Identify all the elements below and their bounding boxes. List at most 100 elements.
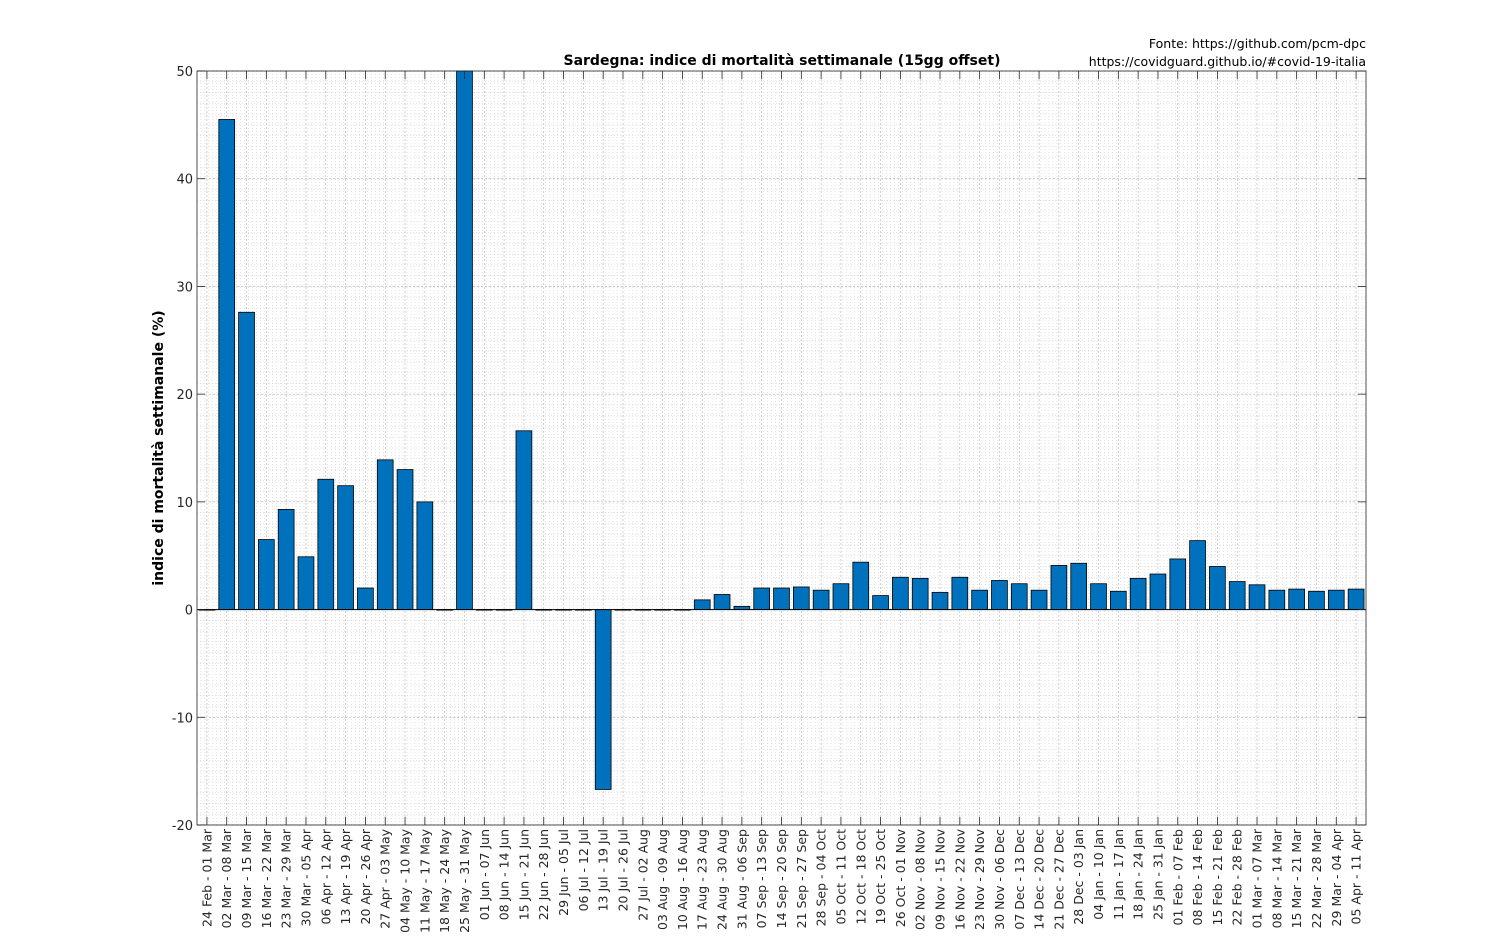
x-tick-label: 19 Oct - 25 Oct [873, 829, 888, 925]
bar [1327, 589, 1345, 610]
bar [456, 70, 473, 610]
x-tick-label: 21 Sep - 27 Sep [794, 829, 809, 928]
x-tick-label: 12 Oct - 18 Oct [853, 829, 868, 925]
x-tick-label: 15 Mar - 21 Mar [1289, 828, 1304, 928]
x-tick-label: 05 Oct - 11 Oct [833, 829, 848, 925]
x-tick-label: 22 Jun - 28 Jun [536, 829, 551, 920]
x-tick-label: 08 Feb - 14 Feb [1190, 829, 1205, 926]
bar [1308, 590, 1325, 610]
y-tick-label: 20 [176, 388, 193, 403]
y-tick-label: 10 [176, 496, 193, 511]
x-tick-label: 09 Mar - 15 Mar [239, 828, 254, 928]
x-tick-label: 26 Oct - 01 Nov [893, 828, 908, 927]
x-tick-label: 11 Jan - 17 Jan [1111, 829, 1126, 920]
x-tick-label: 22 Mar - 28 Mar [1309, 828, 1324, 928]
bar [317, 478, 335, 610]
bar [515, 430, 533, 610]
bar [337, 485, 354, 610]
x-tick-label: 14 Dec - 20 Dec [1032, 829, 1047, 930]
bar [297, 556, 315, 610]
x-tick-label: 01 Feb - 07 Feb [1170, 829, 1185, 926]
bar [1129, 577, 1147, 610]
x-tick-label: 20 Jul - 26 Jul [615, 829, 630, 911]
x-tick-label: 13 Jul - 19 Jul [596, 829, 611, 911]
y-tick-label: 30 [176, 280, 193, 295]
bar [238, 311, 255, 610]
x-tick-label: 28 Sep - 04 Oct [814, 829, 829, 926]
x-tick-label: 30 Nov - 06 Dec [992, 829, 1007, 930]
x-tick-label: 23 Nov - 29 Nov [972, 828, 987, 930]
bar [416, 501, 434, 610]
bar [1070, 562, 1088, 610]
x-tick-label: 09 Nov - 15 Nov [933, 828, 948, 930]
bar [911, 577, 929, 610]
x-tick-label: 24 Aug - 30 Aug [715, 829, 730, 930]
x-tick-label: 10 Aug - 16 Aug [675, 829, 690, 930]
y-tick-label: 40 [176, 173, 193, 188]
bar [753, 587, 771, 610]
x-tick-label: 20 Apr - 26 Apr [358, 828, 373, 924]
bar [931, 591, 949, 610]
bar [1010, 583, 1028, 610]
x-tick-label: 03 Aug - 09 Aug [655, 829, 670, 930]
x-tick-label: 07 Dec - 13 Dec [1012, 829, 1027, 930]
x-tick-label: 15 Feb - 21 Feb [1210, 829, 1225, 926]
y-axis-label: indice di mortalità settimanale (%) [151, 310, 167, 585]
bar [832, 583, 850, 610]
source-line-2: https://covidguard.github.io/#covid-19-i… [1089, 54, 1366, 69]
y-tick-label: 0 [185, 604, 193, 619]
bars [198, 70, 1365, 790]
y-tick-label: -10 [172, 711, 193, 726]
bar [1248, 584, 1266, 610]
bar [357, 587, 374, 610]
x-tick-label: 14 Sep - 20 Sep [774, 829, 789, 928]
bar [872, 595, 889, 610]
chart-title: Sardegna: indice di mortalità settimanal… [564, 53, 1001, 69]
bar [792, 586, 810, 610]
x-tick-label: 08 Jun - 14 Jun [497, 829, 512, 920]
bar [1268, 589, 1286, 610]
bar [1189, 540, 1206, 610]
bar [773, 587, 790, 610]
bar [1050, 565, 1068, 610]
bar [1169, 558, 1187, 610]
x-tick-label: 24 Feb - 01 Mar [199, 828, 214, 927]
x-tick-label: 21 Dec - 27 Dec [1051, 829, 1066, 930]
bar [277, 508, 295, 610]
x-tick-labels: 24 Feb - 01 Mar 02 Mar - 08 Mar 09 Mar - 1… [199, 828, 1363, 933]
x-tick-label: 05 Apr - 11 Apr [1349, 828, 1364, 924]
x-tick-label: 01 Jun - 07 Jun [477, 829, 492, 920]
bar [971, 589, 988, 610]
x-tick-label: 29 Jun - 05 Jul [556, 829, 571, 916]
y-tick-labels: -20 -10 0 10 20 30 40 50 [172, 65, 193, 834]
bar [812, 589, 830, 610]
bar [693, 599, 711, 610]
x-tick-label: 02 Mar - 08 Mar [219, 828, 234, 928]
bar [713, 594, 731, 610]
x-tick-label: 16 Nov - 22 Nov [952, 828, 967, 930]
bar [1228, 581, 1246, 610]
bar [258, 539, 275, 610]
bar [1110, 590, 1127, 610]
x-tick-label: 06 Apr - 12 Apr [318, 828, 333, 924]
x-tick-label: 15 Jun - 21 Jun [516, 829, 531, 920]
axes [196, 70, 1367, 826]
x-tick-label: 08 Mar - 14 Mar [1269, 828, 1284, 928]
x-tick-label: 16 Mar - 22 Mar [259, 828, 274, 928]
y-tick-label: 50 [176, 65, 193, 80]
x-tick-label: 31 Aug - 06 Sep [734, 829, 749, 929]
x-tick-label: 22 Feb - 28 Feb [1230, 829, 1245, 926]
x-tick-label: 28 Dec - 03 Jan [1071, 829, 1086, 925]
grid [196, 70, 1367, 826]
x-tick-label: 13 Apr - 19 Apr [338, 828, 353, 924]
bar [1347, 588, 1365, 610]
bar [396, 469, 414, 610]
bar [892, 576, 909, 610]
x-tick-label: 04 Jan - 10 Jan [1091, 829, 1106, 920]
x-tick-label: 02 Nov - 08 Nov [913, 828, 928, 930]
source-line-1: Fonte: https://github.com/pcm-dpc [1149, 36, 1366, 51]
x-tick-label: 07 Sep - 13 Sep [754, 829, 769, 928]
x-tick-label: 23 Mar - 29 Mar [279, 828, 294, 928]
x-tick-label: 27 Apr - 03 May [378, 828, 393, 928]
x-tick-label: 01 Mar - 07 Mar [1250, 828, 1265, 928]
